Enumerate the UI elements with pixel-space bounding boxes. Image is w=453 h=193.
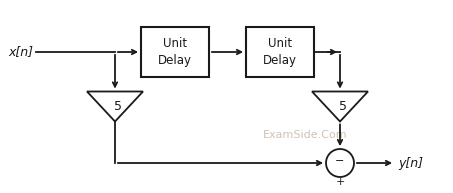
Text: x[n]: x[n] xyxy=(8,46,33,58)
Text: +: + xyxy=(335,177,345,187)
Text: 5: 5 xyxy=(114,101,122,113)
Text: 5: 5 xyxy=(339,101,347,113)
Text: ExamSide.Com: ExamSide.Com xyxy=(263,130,347,140)
Bar xyxy=(141,27,209,77)
Text: Unit
Delay: Unit Delay xyxy=(158,37,192,67)
Bar xyxy=(246,27,314,77)
Text: Unit
Delay: Unit Delay xyxy=(263,37,297,67)
Text: −: − xyxy=(335,156,345,166)
Text: y[n]: y[n] xyxy=(398,157,423,169)
